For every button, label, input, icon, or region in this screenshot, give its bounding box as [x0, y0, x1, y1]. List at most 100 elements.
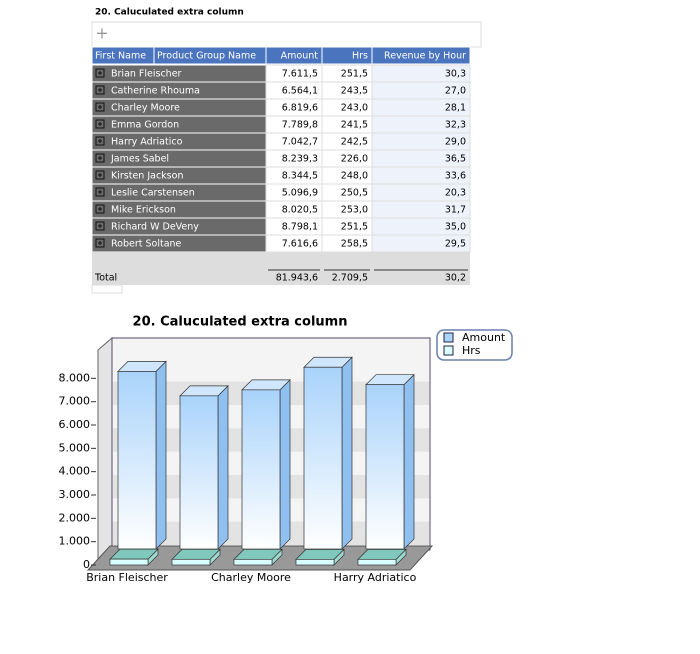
expand-icon [95, 153, 105, 163]
value-label: 250,5 [341, 188, 368, 199]
add-button[interactable]: + [95, 24, 108, 43]
value-label: 35,0 [445, 222, 466, 233]
value-label: 31,7 [445, 205, 466, 216]
expand-icon-plus [98, 88, 102, 92]
name-label: Catherine Rhouma [111, 86, 200, 97]
value-label: 7.611,5 [282, 69, 318, 80]
legend-label: Amount [462, 331, 506, 344]
expand-icon [95, 204, 105, 214]
y-tick-label: 2.000 [59, 511, 91, 524]
name-label: Charley Moore [111, 103, 180, 114]
y-tick-label: 7.000 [59, 395, 91, 408]
header-label: First Name [95, 51, 146, 62]
y-tick-label: 6.000 [59, 418, 91, 431]
bar [357, 558, 397, 566]
y-tick-label: 8.000 [59, 371, 91, 384]
bar-side [341, 356, 353, 550]
value-label: 29,0 [445, 137, 466, 148]
expand-icon-plus [98, 190, 102, 194]
value-label: 8.020,5 [282, 205, 318, 216]
bar [295, 559, 335, 566]
chart-title: 20. Caluculated extra column [133, 315, 348, 330]
y-tick-label: 4.000 [59, 465, 91, 478]
y-tick-label: 3.000 [59, 488, 91, 501]
name-label: Kirsten Jackson [111, 171, 183, 182]
table: First Name Product Group Name Amount Hrs Rev… [91, 46, 471, 294]
value-label: 243,0 [341, 103, 368, 114]
expand-icon-plus [98, 105, 102, 109]
value-label: 248,0 [341, 171, 368, 182]
spacer [92, 252, 470, 269]
value-label: 36,5 [445, 154, 466, 165]
value-label: 241,5 [341, 120, 368, 131]
expand-icon-plus [98, 156, 102, 160]
value-label: 251,5 [341, 69, 368, 80]
expand-icon [95, 68, 105, 78]
expand-icon-plus [98, 173, 102, 177]
name-label: Richard W DeVeny [111, 222, 199, 233]
expand-icon [95, 119, 105, 129]
value-label: 242,5 [341, 137, 368, 148]
name-label: Robert Soltane [111, 239, 182, 250]
bar [241, 389, 281, 550]
x-tick-label: Brian Fleischer [86, 571, 168, 584]
expand-icon-plus [98, 139, 102, 143]
expand-icon [95, 136, 105, 146]
value-label: 8.344,5 [282, 171, 318, 182]
value-label: 253,0 [341, 205, 368, 216]
expand-icon-plus [98, 122, 102, 126]
bar-side [403, 373, 415, 550]
left-wall [97, 336, 113, 564]
value-label: 7.789,8 [282, 120, 318, 131]
y-tick-label: 5.000 [59, 441, 91, 454]
expand-icon-plus [98, 241, 102, 245]
expand-icon-plus [98, 207, 102, 211]
name-label: Harry Adriatico [111, 137, 183, 148]
bar [365, 384, 405, 550]
chart: 20. Caluculated extra column 0 1.000 2.000… [59, 315, 513, 584]
header-label: Amount [281, 51, 319, 62]
bar [109, 558, 149, 566]
total-label: Total [94, 273, 117, 284]
expand-icon [95, 102, 105, 112]
expand-icon [95, 187, 105, 197]
header-label: Hrs [352, 51, 368, 62]
legend-swatch [443, 345, 454, 356]
value-label: 30,3 [445, 69, 466, 80]
header-cell [371, 46, 471, 65]
bar [233, 558, 273, 566]
value-label: 33,6 [445, 171, 466, 182]
value-label: 29,5 [445, 239, 466, 250]
header-label: Revenue by Hour [384, 51, 466, 62]
header-label: Product Group Name [157, 51, 256, 62]
bar [179, 395, 219, 550]
value-label: 6.564,1 [282, 86, 318, 97]
legend-label: Hrs [462, 344, 481, 357]
value-label: 258,5 [341, 239, 368, 250]
table-title: 20. Caluculated extra column [95, 8, 244, 18]
value-label: 243,5 [341, 86, 368, 97]
y-tick-label: 1.000 [59, 535, 91, 548]
value-label: 27,0 [445, 86, 466, 97]
total-label: 81.943,6 [276, 273, 318, 284]
expand-icon-plus [98, 71, 102, 75]
value-label: 7.616,6 [282, 239, 318, 250]
total-label: 2.709,5 [332, 273, 368, 284]
table-footer [91, 284, 123, 294]
bar-side [155, 360, 167, 550]
legend-box [436, 329, 513, 361]
expand-icon [95, 238, 105, 248]
expand-icon [95, 221, 105, 231]
bar-side [217, 384, 229, 550]
value-label: 8.798,1 [282, 222, 318, 233]
value-label: 7.042,7 [282, 137, 318, 148]
value-label: 8.239,3 [282, 154, 318, 165]
total-label: 30,2 [445, 273, 466, 284]
value-label: 20,3 [445, 188, 466, 199]
name-label: Mike Erickson [111, 205, 176, 216]
legend-swatch [443, 332, 454, 343]
toolbar [91, 21, 482, 48]
bar [303, 366, 343, 550]
value-label: 32,3 [445, 120, 466, 131]
